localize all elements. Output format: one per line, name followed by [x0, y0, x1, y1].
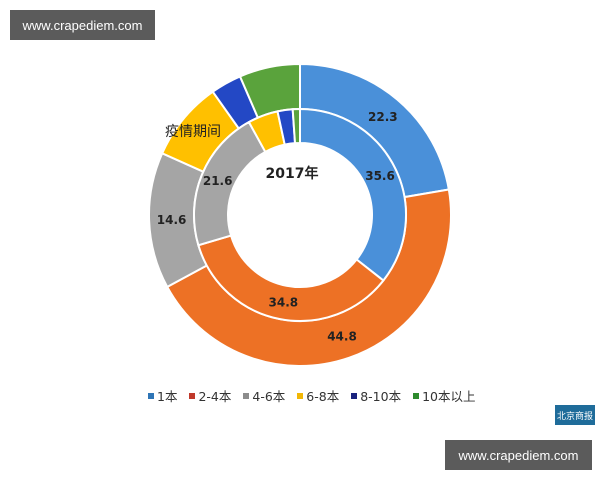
legend-label: 2-4本 — [198, 389, 232, 404]
outer-ring-value-label: 14.6 — [157, 213, 187, 227]
legend-label: 8-10本 — [360, 389, 402, 404]
outer-ring-value-label: 44.8 — [327, 329, 357, 343]
inner-ring-title: 2017年 — [266, 165, 319, 182]
legend-swatch — [413, 392, 420, 399]
outer-ring-value-label: 22.3 — [368, 110, 398, 124]
legend-swatch — [243, 392, 250, 399]
legend-label: 4-6本 — [252, 389, 286, 404]
legend-swatch — [351, 392, 358, 399]
legend-item-6-8: 6-8本 — [297, 386, 339, 405]
legend-item-2-4: 2-4本 — [189, 386, 231, 405]
watermark-top: www.crapediem.com — [10, 10, 155, 40]
chart-legend: 1本 2-4本 4-6本 6-8本 8-10本 10本以上 — [148, 386, 476, 405]
legend-item-4-6: 4-6本 — [243, 386, 285, 405]
outer-ring-title: 疫情期间 — [165, 124, 221, 140]
watermark-bottom: www.crapediem.com — [445, 440, 592, 470]
legend-swatch — [148, 392, 154, 399]
inner-ring-slice-5 — [291, 107, 301, 145]
legend-swatch — [297, 392, 304, 399]
inner-ring-slice-1 — [197, 234, 385, 322]
legend-swatch — [189, 392, 196, 399]
legend-label: 6-8本 — [306, 389, 340, 404]
newspaper-logo: 北京商报 — [555, 405, 595, 425]
legend-item-1: 1本 — [148, 386, 177, 405]
legend-item-8-10: 8-10本 — [351, 386, 401, 405]
inner-ring-value-label: 21.6 — [203, 174, 233, 188]
legend-label: 10本以上 — [422, 389, 476, 404]
inner-ring-value-label: 34.8 — [269, 295, 299, 309]
legend-label: 1本 — [157, 389, 178, 404]
inner-ring-slice-0 — [299, 107, 407, 282]
inner-ring-value-label: 35.6 — [365, 169, 395, 183]
legend-item-10-plus: 10本以上 — [413, 386, 476, 405]
